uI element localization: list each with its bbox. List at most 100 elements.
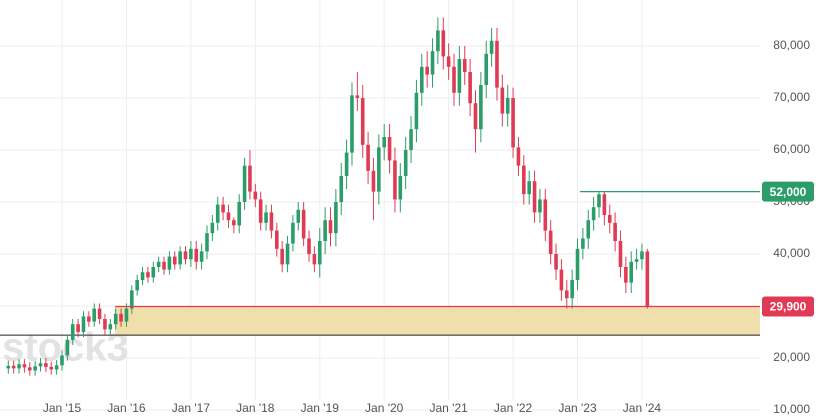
candle-body xyxy=(586,220,591,239)
candle-body xyxy=(495,40,499,88)
candle-body xyxy=(70,324,75,340)
candle-body xyxy=(210,222,215,234)
candle-body xyxy=(183,251,188,260)
x-tick-label: Jan '15 xyxy=(43,401,82,415)
candle-body xyxy=(613,222,617,242)
candle-body xyxy=(151,267,156,278)
x-tick-label: Jan '21 xyxy=(429,401,468,415)
y-tick-label: 80,000 xyxy=(773,38,810,52)
candle-body xyxy=(532,181,537,213)
candle-body xyxy=(425,66,429,75)
candle-body xyxy=(607,215,612,223)
y-tick-label: 20,000 xyxy=(773,350,810,364)
candle-body xyxy=(559,269,564,291)
candle-body xyxy=(226,212,231,221)
candle-body xyxy=(49,366,54,370)
candle-body xyxy=(317,241,322,265)
candle-body xyxy=(140,272,145,281)
candle-body xyxy=(301,209,306,239)
candle-body xyxy=(194,248,199,262)
candle-body xyxy=(484,53,489,86)
candle-body xyxy=(167,256,172,270)
candle-body xyxy=(500,87,505,114)
candle-body xyxy=(172,256,177,265)
candle-body xyxy=(505,98,510,114)
y-tick-label: 10,000 xyxy=(773,402,810,416)
candle-body xyxy=(113,313,118,325)
candle-body xyxy=(130,290,134,309)
candle-body xyxy=(103,318,107,330)
candle-body xyxy=(27,367,32,371)
candle-body xyxy=(60,355,64,366)
candle-body xyxy=(156,261,161,268)
candle-body xyxy=(548,230,553,255)
candle-body xyxy=(285,243,290,265)
candle-body xyxy=(360,98,365,145)
candle-body xyxy=(269,212,274,231)
x-tick-label: Jan '23 xyxy=(558,401,597,415)
candle-body xyxy=(87,316,91,322)
y-tick-label: 40,000 xyxy=(773,246,810,260)
candle-body xyxy=(108,324,113,330)
x-tick-label: Jan '20 xyxy=(365,401,404,415)
candle-body xyxy=(33,366,37,371)
candle-body xyxy=(22,364,27,368)
candle-body xyxy=(634,259,639,262)
candle-body xyxy=(457,59,462,93)
candle-body xyxy=(393,160,397,200)
candle-body xyxy=(11,365,16,369)
candle-body xyxy=(307,238,311,255)
candle-body xyxy=(339,176,344,203)
candle-body xyxy=(17,364,21,369)
candle-body xyxy=(97,308,102,319)
candle-body xyxy=(344,152,349,177)
candle-body xyxy=(554,254,558,270)
candle-body xyxy=(189,248,193,260)
candle-body xyxy=(135,280,139,291)
candle-body xyxy=(382,137,386,148)
candle-body xyxy=(237,202,242,226)
candle-body xyxy=(645,251,650,306)
candle-body xyxy=(54,365,59,370)
candle-body xyxy=(602,194,607,216)
candle-body xyxy=(522,165,526,195)
candle-body xyxy=(146,272,150,278)
candle-body xyxy=(403,150,408,177)
candle-body xyxy=(124,308,129,322)
candle-body xyxy=(511,98,515,148)
candle-body xyxy=(640,251,644,260)
candle-body xyxy=(81,316,86,332)
candle-body xyxy=(119,313,123,322)
candle-body xyxy=(65,339,70,356)
candle-body xyxy=(275,230,279,249)
candle-body xyxy=(591,207,596,221)
candle-body xyxy=(564,290,569,299)
candle-body xyxy=(178,251,182,265)
candle-body xyxy=(44,363,48,367)
candle-body xyxy=(76,324,80,332)
candle-body xyxy=(377,147,381,192)
candle-body xyxy=(6,365,11,369)
candle-body xyxy=(264,212,268,223)
candle-body xyxy=(446,56,451,67)
candle-body xyxy=(350,95,354,153)
candle-body xyxy=(355,95,360,99)
candle-body xyxy=(323,220,327,242)
candle-body xyxy=(409,129,413,151)
candle-body xyxy=(538,199,542,213)
y-tick-label: 60,000 xyxy=(773,142,810,156)
candle-body xyxy=(419,66,424,93)
candle-body xyxy=(258,199,263,223)
candle-body xyxy=(624,267,628,283)
candle-body xyxy=(479,85,483,130)
candle-body xyxy=(597,194,601,208)
candle-body xyxy=(441,30,446,57)
candle-body xyxy=(280,248,284,265)
candle-body xyxy=(575,248,580,281)
candle-body xyxy=(296,209,301,223)
candle-body xyxy=(38,363,43,367)
candle-body xyxy=(543,199,548,231)
candle-body xyxy=(92,308,97,322)
candle-body xyxy=(328,220,333,234)
